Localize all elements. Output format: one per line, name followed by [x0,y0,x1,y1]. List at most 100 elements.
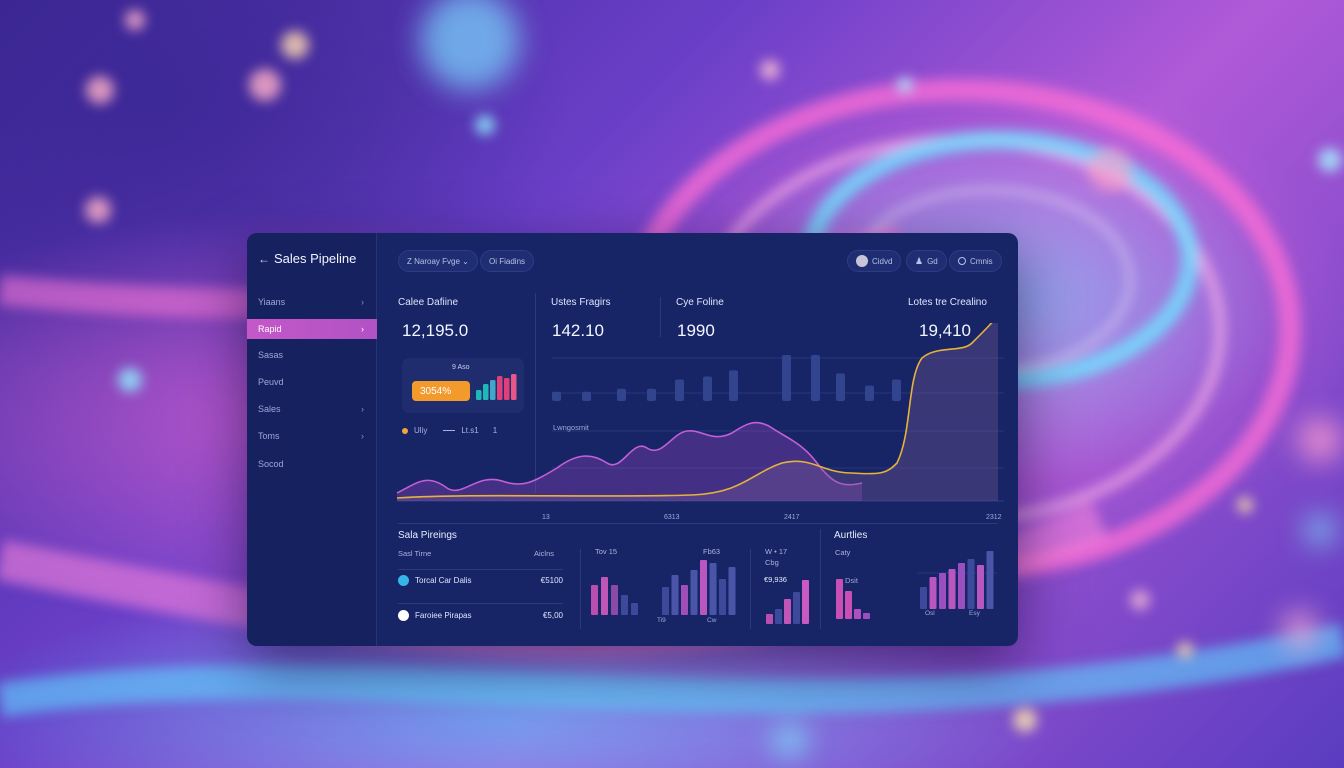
growth-bar [504,378,510,400]
document-icon [398,609,409,621]
arbitrs-sub: Caty [835,548,851,557]
mini-bar [775,609,782,624]
sidebar-item-5[interactable]: Sales › [247,399,377,419]
section-divider-v [820,529,821,629]
mini-bar [621,595,628,615]
app-title[interactable]: ← Sales Pipeline [258,251,356,266]
date-filter-dropdown[interactable]: Z Naroay Fvge ⌄ [398,250,478,272]
section-divider [398,523,998,524]
chart-inner-label: Lwngosmit [553,423,589,432]
chevron-right-icon: › [361,431,364,441]
growth-bar [497,376,503,400]
chevron-right-icon: › [361,324,364,334]
mini-bar [690,570,698,615]
growth-bar [483,384,489,400]
growth-card-label: 9 Aso [452,364,470,371]
mini-bar [784,599,791,624]
chart-bar [729,370,738,401]
kpi-value-2: 142.10 [552,321,604,340]
cart-icon [398,574,409,586]
sidebar-item-4[interactable]: Peuvd [247,372,377,392]
growth-card[interactable]: 9 Aso 3054% [402,358,524,413]
arbitrs-bar [948,569,956,609]
pipelines-col-1: Sasl Tirne [398,549,432,558]
mini-bar [719,579,726,615]
legend-item-3: 1 [492,426,498,435]
mini-bar [802,580,809,624]
mini-label: W • 17 [765,547,788,556]
mini-bar [611,585,618,615]
comments-button[interactable]: Cmnis [949,250,1002,272]
growth-bar [511,374,517,400]
table-row[interactable]: Torcal Car Dalis €5100 [398,570,563,590]
filters-button[interactable]: Oi Fiadins [480,250,535,272]
x-tick-label: 2417 [784,514,800,521]
dashboard-window: ← Sales Pipeline Yiaans › Rapid › Sasas Peuvd… [247,233,1018,646]
sidebar-item-7[interactable]: Socod [247,454,377,474]
x-tick-label: 6313 [664,514,680,521]
kpi-value-4: 19,410 [919,321,971,340]
share-button[interactable]: ♟ Gd [906,250,947,272]
mini-bar [591,585,598,615]
sidebar-item-label: Peuvd [258,377,284,387]
arbitrs-bar [967,559,975,609]
x-tick-label: 13 [542,514,550,521]
sidebar-item-2[interactable]: Rapid › [247,319,377,339]
legend-line-icon [443,430,456,431]
arbitrs-bar [863,613,870,619]
sidebar: ← Sales Pipeline Yiaans › Rapid › Sasas Peuvd… [247,233,377,646]
purple-series-line [396,421,863,494]
sidebar-item-3[interactable]: Sasas [247,345,377,365]
kpi-label-3: Cye Foline [676,297,724,308]
mini-divider [580,549,581,629]
mini-bar [681,585,688,615]
chart-bar [782,355,791,401]
sidebar-item-label: Rapid [258,324,282,334]
arbitrs-bar [986,551,994,609]
legend-dot-icon [402,427,408,434]
circle-icon [958,257,966,265]
x-tick-label: 2312 [986,514,1002,521]
user-label: Cidvd [872,256,893,266]
kpi-value-3: 1990 [677,321,715,340]
arbitrs-tick: Esy [969,610,980,617]
row-label: Torcal Car Dalis [415,575,472,585]
chart-bar [865,385,874,401]
arrow-left-icon[interactable]: ← [258,251,270,266]
chart-bar [811,355,820,401]
arbitrs-bar [854,609,861,619]
sidebar-item-label: Sales [258,404,281,414]
sidebar-item-label: Toms [258,431,280,441]
mini-label: Cbg [765,558,779,567]
kpi-value-1: 12,195.0 [402,321,469,340]
legend-item-1: Uliy [414,426,428,435]
growth-badge: 3054% [412,381,470,401]
mini-label: Fb63 [703,547,721,556]
mini-bar [793,592,800,624]
mini-value: €9,936 [764,575,787,584]
mini-bar [601,577,608,615]
mini-bar-chart[interactable] [587,553,737,628]
legend-item-2: Lt.s1 [461,426,479,435]
arbitrs-title: Aurtlies [834,530,868,541]
kpi-label-1: Calee Dafiine [398,297,459,308]
chart-bar [675,379,684,401]
chart-legend: Uliy Lt.s1 1 [402,426,497,435]
sidebar-item-label: Socod [258,459,284,469]
sidebar-item-6[interactable]: Toms › [247,426,377,446]
gold-series-line [396,323,993,499]
table-divider [398,603,563,604]
growth-bar [476,390,482,400]
kpi-label-2: Ustes Fragirs [551,297,611,308]
mini-bar-chart[interactable] [762,578,812,626]
user-icon: ♟ [915,255,924,266]
chart-bar [552,391,561,401]
table-row[interactable]: Faroiee Pirapas €5,00 [398,605,563,625]
user-menu-button[interactable]: Cidvd [847,250,902,272]
chart-bar [836,373,845,401]
sidebar-item-1[interactable]: Yiaans › [247,292,377,312]
kpi-divider [660,297,661,337]
mini-divider [750,549,751,629]
pipeline-chart[interactable]: 13 6313 2417 2312 [392,323,1007,523]
arbitrs-bar-chart[interactable] [832,543,1002,628]
